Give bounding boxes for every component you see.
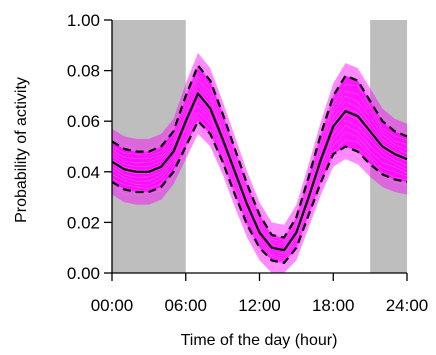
y-axis-label: Probability of activity xyxy=(13,77,30,223)
x-axis-ticks: 00:00 06:00 12:00 18:00 24:00 xyxy=(91,273,429,315)
y-tick-label: 0.06 xyxy=(67,112,100,131)
sample-trace xyxy=(111,75,408,243)
lower-line xyxy=(111,120,408,264)
y-tick-label: 1.00 xyxy=(67,11,100,30)
sample-trace xyxy=(111,110,408,260)
sample-trace xyxy=(111,104,408,257)
sample-trace xyxy=(111,116,408,262)
y-tick-label: 0.02 xyxy=(67,213,100,232)
upper-line xyxy=(111,64,408,239)
y-axis-ticks: 0.00 0.02 0.04 0.06 0.08 1.00 xyxy=(67,11,112,283)
sample-trace xyxy=(111,84,408,248)
x-axis-label: Time of the day (hour) xyxy=(181,332,338,349)
y-tick-label: 0.04 xyxy=(67,163,100,182)
x-tick-label: 00:00 xyxy=(91,296,134,315)
sample-trace xyxy=(111,123,408,264)
x-tick-label: 12:00 xyxy=(238,296,281,315)
sample-trace xyxy=(111,79,408,245)
y-tick-label: 0.08 xyxy=(67,62,100,81)
sample-trace xyxy=(111,71,408,241)
y-tick-label: 0.00 xyxy=(67,264,100,283)
sample-trace xyxy=(111,99,408,254)
x-tick-label: 24:00 xyxy=(386,296,429,315)
summary-lines xyxy=(111,64,408,264)
x-tick-label: 18:00 xyxy=(312,296,355,315)
sample-trace xyxy=(111,61,408,237)
x-tick-label: 06:00 xyxy=(164,296,207,315)
mean-line xyxy=(111,92,408,252)
